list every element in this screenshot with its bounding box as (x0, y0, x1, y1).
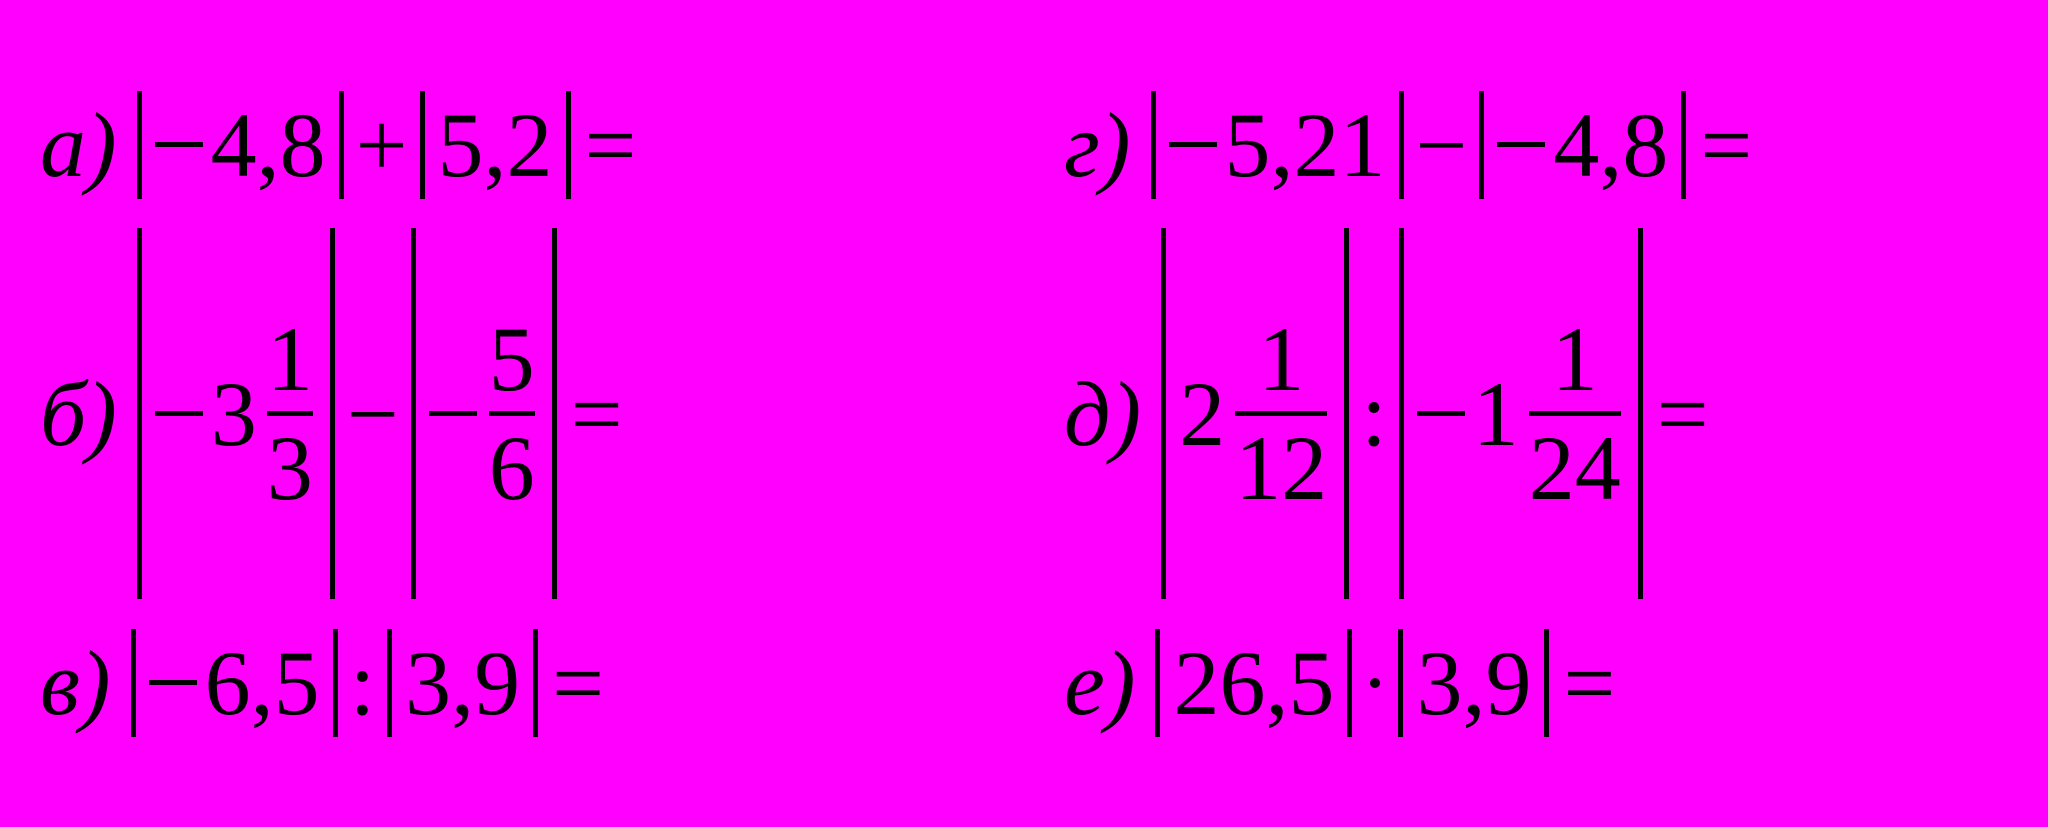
problem-b-eq: = (571, 368, 623, 460)
problem-b-whole1: 3 (211, 368, 257, 460)
problem-d-label: д) (1064, 368, 1141, 460)
problem-g-val1: 5,21 (1225, 99, 1386, 191)
problem-a-label: а) (40, 99, 117, 191)
problem-d-mixed2: 1 1 24 (1473, 313, 1625, 514)
problem-v-abs2: 3,9 (387, 637, 538, 729)
problem-a: а) 4,8 + 5,2 = (40, 30, 984, 259)
problem-b-label: б) (40, 368, 117, 460)
minus-sign (155, 142, 203, 147)
problem-e-abs1: 26,5 (1155, 637, 1352, 729)
problem-v-val2: 3,9 (405, 637, 520, 729)
problem-e-eq: = (1563, 637, 1615, 729)
problem-g-label: г) (1064, 99, 1131, 191)
problem-e-val1: 26,5 (1173, 637, 1334, 729)
problem-b-frac2: 5 6 (489, 313, 535, 514)
problem-d-num1: 1 (1258, 313, 1304, 411)
problem-e-op (1370, 678, 1380, 688)
problem-d-abs1: 2 1 12 (1161, 313, 1349, 514)
problem-v-op: : (350, 637, 376, 729)
problem-d-frac1: 1 12 (1235, 313, 1327, 514)
problem-v-label: в) (40, 637, 111, 729)
problem-g-abs2: 4,8 (1479, 99, 1686, 191)
problem-b-frac1: 1 3 (267, 313, 313, 514)
problem-v-val1: 6,5 (205, 637, 320, 729)
problem-e: е) 26,5 3,9 = (1064, 568, 2008, 797)
problem-a-eq: = (585, 99, 637, 191)
problem-b-den1: 3 (267, 411, 313, 514)
problem-b-abs1: 3 1 3 (137, 313, 335, 514)
minus-sign (1497, 142, 1545, 147)
problem-d-eq: = (1657, 368, 1709, 460)
problem-d-abs2: 1 1 24 (1399, 313, 1643, 514)
minus-sign (149, 680, 197, 685)
minus-sign (155, 411, 203, 416)
problem-a-op: + (356, 99, 408, 191)
problem-e-abs2: 3,9 (1398, 637, 1549, 729)
problem-b-op: − (347, 368, 399, 460)
problem-g-val2: 4,8 (1553, 99, 1668, 191)
minus-sign (1417, 411, 1465, 416)
problem-b-mixed1: 3 1 3 (211, 313, 317, 514)
problem-d-den2: 24 (1529, 411, 1621, 514)
minus-sign (1169, 142, 1217, 147)
problem-g-eq: = (1700, 99, 1752, 191)
problem-b-num1: 1 (267, 313, 313, 411)
problem-g-op: − (1416, 99, 1468, 191)
problem-d-op: : (1361, 368, 1387, 460)
problem-b-abs2: 5 6 (411, 313, 557, 514)
problem-a-val1: 4,8 (211, 99, 326, 191)
problem-d-frac2: 1 24 (1529, 313, 1621, 514)
problem-v-abs1: 6,5 (131, 637, 338, 729)
problem-e-label: е) (1064, 637, 1135, 729)
minus-sign (429, 411, 477, 416)
problem-v: в) 6,5 : 3,9 = (40, 568, 984, 797)
problem-d-whole2: 1 (1473, 368, 1519, 460)
problem-d: д) 2 1 12 : 1 1 24 = (1064, 299, 2008, 528)
problem-d-num2: 1 (1552, 313, 1598, 411)
problem-v-eq: = (552, 637, 604, 729)
problem-b-den2: 6 (489, 411, 535, 514)
problem-d-whole1: 2 (1179, 368, 1225, 460)
problem-e-val2: 3,9 (1416, 637, 1531, 729)
problem-g: г) 5,21 − 4,8 = (1064, 30, 2008, 259)
problem-b: б) 3 1 3 − 5 6 = (40, 299, 984, 528)
problem-a-abs1: 4,8 (137, 99, 344, 191)
problem-a-abs2: 5,2 (420, 99, 571, 191)
problem-d-mixed1: 2 1 12 (1179, 313, 1331, 514)
problem-g-abs1: 5,21 (1151, 99, 1404, 191)
problem-b-num2: 5 (489, 313, 535, 411)
problem-d-den1: 12 (1235, 411, 1327, 514)
problem-a-val2: 5,2 (438, 99, 553, 191)
